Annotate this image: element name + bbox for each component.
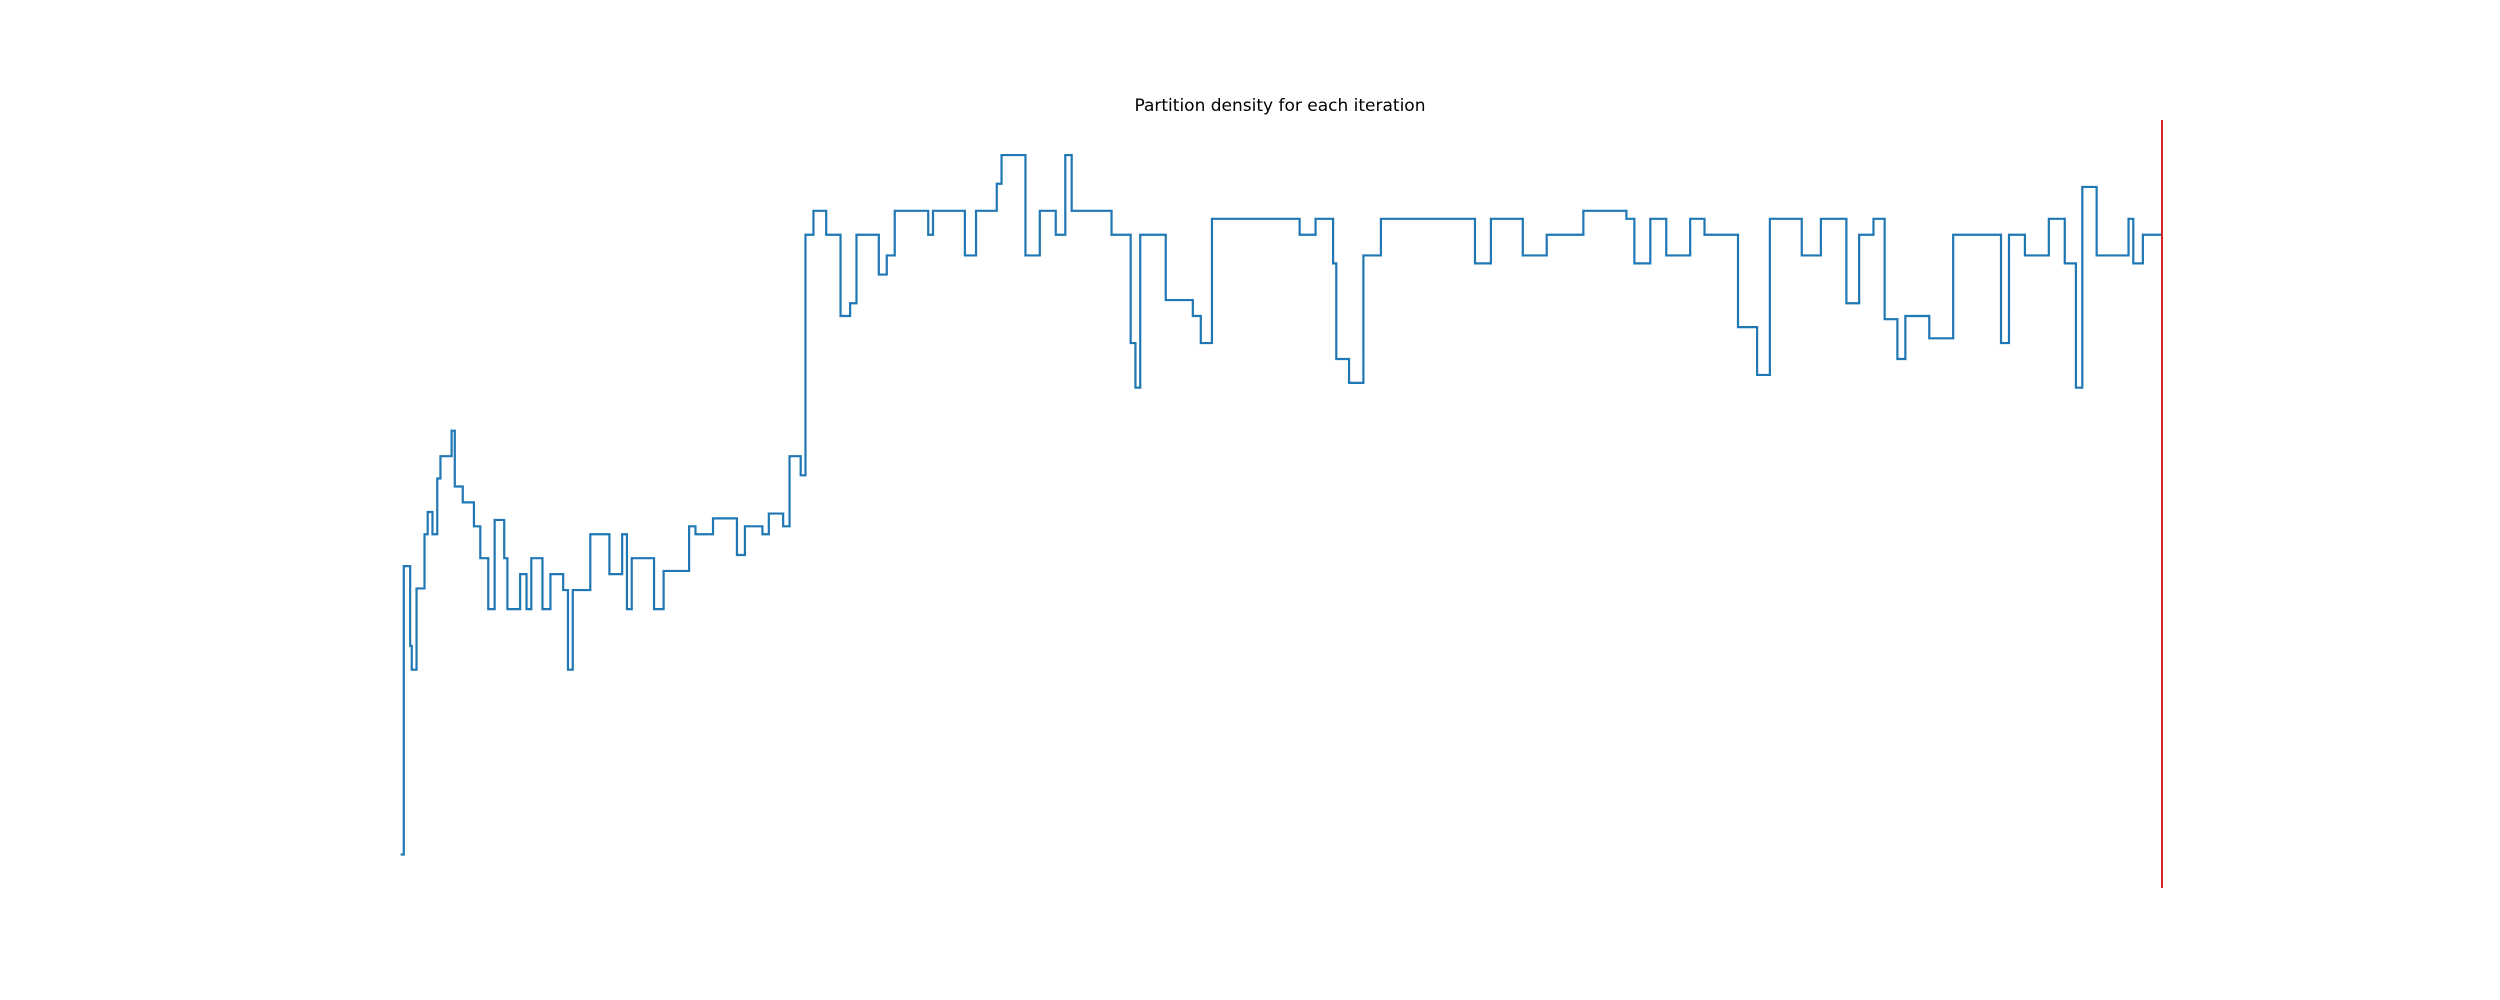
chart-title: Partition density for each iteration: [1135, 96, 1426, 116]
line: [400, 153, 2162, 856]
